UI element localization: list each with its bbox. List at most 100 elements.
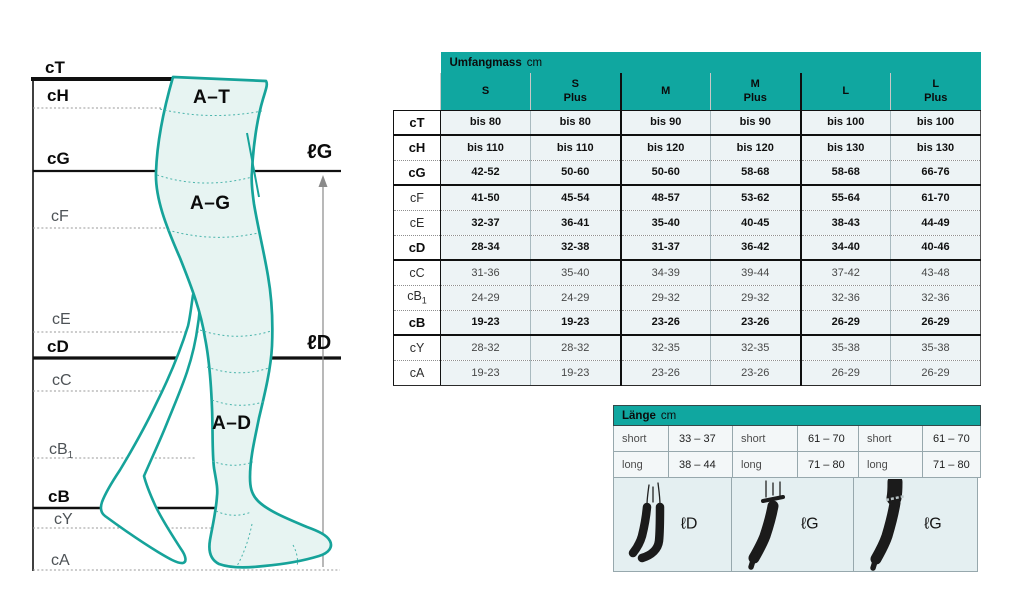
bare-leg-shape — [99, 293, 201, 565]
row-label-cB: cB — [393, 310, 441, 336]
table-row: cY 28-32 28-32 32-35 32-35 35-38 35-38 — [393, 335, 981, 361]
value-cell: 32-36 — [799, 285, 891, 311]
table-row: cH bis 110 bis 110 bis 120 bis 120 bis 130 bis… — [393, 135, 981, 161]
stockinged-leg-shape — [154, 75, 333, 569]
value-cell: 40-45 — [710, 210, 801, 236]
size-column-header: L — [799, 73, 891, 111]
value-cell: 50-60 — [530, 160, 621, 186]
value-cell: 23-26 — [619, 360, 711, 386]
legend-label-lD: ℓD — [680, 514, 698, 532]
row-label-cD: cD — [393, 235, 441, 261]
length-table-title: Länge cm — [613, 405, 981, 426]
table-row: cG 42-52 50-60 50-60 58-68 58-68 66-76 — [393, 160, 981, 186]
value-cell: 50-60 — [619, 160, 711, 186]
value-cell: 26-29 — [799, 360, 891, 386]
length-row: long 38 – 44 long 71 – 80 long 71 – 80 — [613, 451, 981, 478]
value-cell: bis 80 — [440, 109, 531, 136]
stocking-zone-labels: A–T A–G A–D — [190, 87, 251, 434]
row-label-cG: cG — [393, 160, 441, 186]
legend-label-lG-1: ℓG — [800, 514, 819, 532]
length-arrow — [318, 175, 328, 567]
legend-label-lG-2: ℓG — [924, 514, 942, 532]
value-cell: 36-41 — [530, 210, 621, 236]
value-cell: 44-49 — [890, 210, 981, 236]
circumference-table: Umfangmass cm S S Plus M M Plus L L Plus cT bis 80 bi… — [393, 52, 981, 386]
legend-cell-knee-high: ℓD — [613, 477, 732, 572]
length-type-label: short — [613, 425, 669, 452]
size-column-header: L Plus — [890, 73, 981, 111]
length-type-label: long — [858, 451, 923, 478]
legend-cell-thigh-high-top: ℓG — [853, 477, 978, 572]
value-cell: 29-32 — [710, 285, 801, 311]
value-cell: 41-50 — [440, 185, 531, 211]
cE-label: cE — [52, 311, 71, 328]
value-cell: 32-37 — [440, 210, 531, 236]
legend-cell-thigh-high: ℓG — [731, 477, 854, 572]
value-cell: 38-43 — [799, 210, 891, 236]
value-cell: 32-36 — [890, 285, 981, 311]
size-column-header: S — [440, 73, 531, 111]
circumference-table-title: Umfangmass cm — [440, 52, 981, 73]
value-cell: 23-26 — [710, 360, 801, 386]
cH-label: cH — [47, 86, 69, 105]
stocking-circumference-arcs — [156, 108, 298, 568]
value-cell: 24-29 — [530, 285, 621, 311]
value-cell: 48-57 — [619, 185, 711, 211]
value-cell: bis 110 — [440, 135, 531, 161]
value-cell: 61-70 — [890, 185, 981, 211]
value-cell: 31-36 — [440, 260, 531, 286]
length-type-label: short — [732, 425, 798, 452]
value-cell: 19-23 — [530, 310, 621, 336]
row-label-cF: cF — [393, 185, 441, 211]
value-cell: 37-42 — [799, 260, 891, 286]
value-cell: 66-76 — [890, 160, 981, 186]
value-cell: 34-40 — [799, 235, 891, 261]
lG-label: ℓG — [307, 141, 332, 163]
value-cell: bis 90 — [710, 109, 801, 136]
value-cell: 23-26 — [619, 310, 711, 336]
value-cell: bis 120 — [619, 135, 711, 161]
cA-label: cA — [51, 552, 70, 569]
size-column-header: M — [619, 73, 711, 111]
value-cell: 26-29 — [799, 310, 891, 336]
cC-label: cC — [52, 372, 72, 389]
value-cell: 28-32 — [440, 335, 531, 361]
length-value: 38 – 44 — [668, 451, 733, 478]
value-cell: 39-44 — [710, 260, 801, 286]
zone-AG-label: A–G — [190, 193, 231, 214]
cY-label: cY — [54, 511, 73, 528]
value-cell: 43-48 — [890, 260, 981, 286]
value-cell: bis 80 — [530, 109, 621, 136]
value-cell: bis 90 — [619, 109, 711, 136]
value-cell: 35-40 — [619, 210, 711, 236]
length-table: Länge cm short 33 – 37 short 61 – 70 short 61 –… — [613, 405, 981, 478]
table-row: cB 19-23 19-23 23-26 23-26 26-29 26-29 — [393, 310, 981, 336]
cF-label: cF — [51, 208, 69, 225]
back-leg-hint-line — [246, 132, 260, 198]
value-cell: 28-32 — [530, 335, 621, 361]
value-cell: 32-35 — [710, 335, 801, 361]
value-cell: 31-37 — [619, 235, 711, 261]
value-cell: 36-42 — [710, 235, 801, 261]
value-cell: 35-38 — [799, 335, 891, 361]
value-cell: 19-23 — [530, 360, 621, 386]
value-cell: 53-62 — [710, 185, 801, 211]
row-label-cA: cA — [393, 360, 441, 386]
table-row: cA 19-23 19-23 23-26 23-26 26-29 26-29 — [393, 360, 981, 386]
length-value: 61 – 70 — [797, 425, 859, 452]
length-value: 61 – 70 — [922, 425, 981, 452]
value-cell: 23-26 — [710, 310, 801, 336]
row-label-cT: cT — [393, 109, 441, 136]
value-cell: 19-23 — [440, 310, 531, 336]
length-type-label: long — [613, 451, 669, 478]
length-type-label: short — [858, 425, 923, 452]
cG-label: cG — [47, 149, 70, 168]
length-row: short 33 – 37 short 61 – 70 short 61 – 70 — [613, 425, 981, 452]
value-cell: 45-54 — [530, 185, 621, 211]
length-value: 33 – 37 — [668, 425, 733, 452]
table-row: cE 32-37 36-41 35-40 40-45 38-43 44-49 — [393, 210, 981, 236]
value-cell: 55-64 — [799, 185, 891, 211]
knee-high-stocking-icon — [628, 482, 665, 563]
value-cell: 58-68 — [799, 160, 891, 186]
